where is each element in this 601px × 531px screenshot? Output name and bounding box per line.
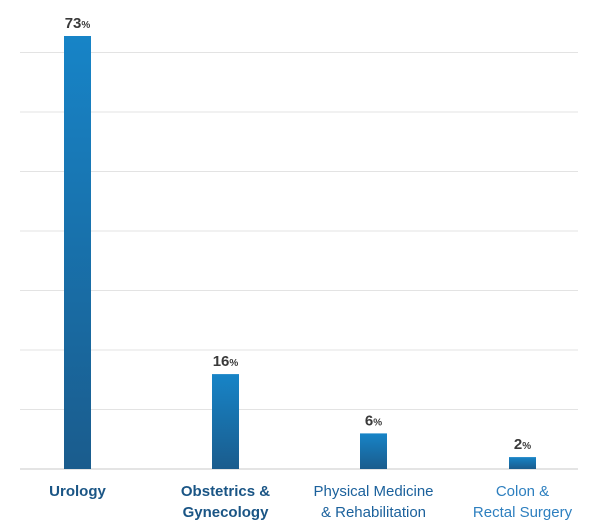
value-label-2: 6%: [365, 412, 382, 429]
category-label-3: Colon & Rectal Surgery: [473, 483, 573, 521]
value-labels: 73% 16% 6% 2%: [65, 15, 532, 453]
bars: [64, 36, 536, 469]
bar-2: [360, 433, 387, 469]
value-label-0: 73%: [65, 15, 91, 32]
gridlines: [20, 52, 578, 470]
bar-1: [212, 374, 239, 469]
category-labels: Urology Obstetrics & Gynecology Physical Me…: [49, 483, 572, 521]
category-label-0: Urology: [49, 483, 106, 500]
category-label-1: Obstetrics & Gynecology: [181, 483, 270, 521]
category-label-2: Physical Medicine & Rehabilitation: [313, 483, 433, 521]
bar-0: [64, 36, 91, 469]
value-label-3: 2%: [514, 436, 531, 453]
bar-3: [509, 457, 536, 469]
value-label-1: 16%: [213, 353, 239, 370]
